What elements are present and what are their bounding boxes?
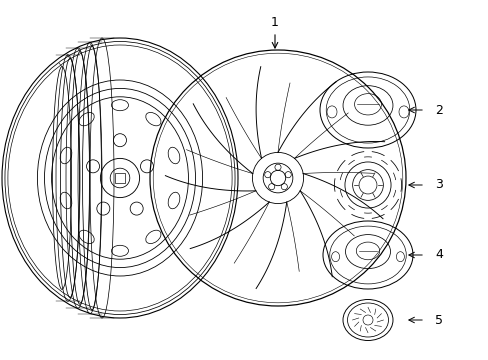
- Text: 2: 2: [434, 104, 442, 117]
- Text: 3: 3: [434, 179, 442, 192]
- Text: 5: 5: [434, 314, 442, 327]
- Text: 1: 1: [270, 15, 278, 28]
- Text: 4: 4: [434, 248, 442, 261]
